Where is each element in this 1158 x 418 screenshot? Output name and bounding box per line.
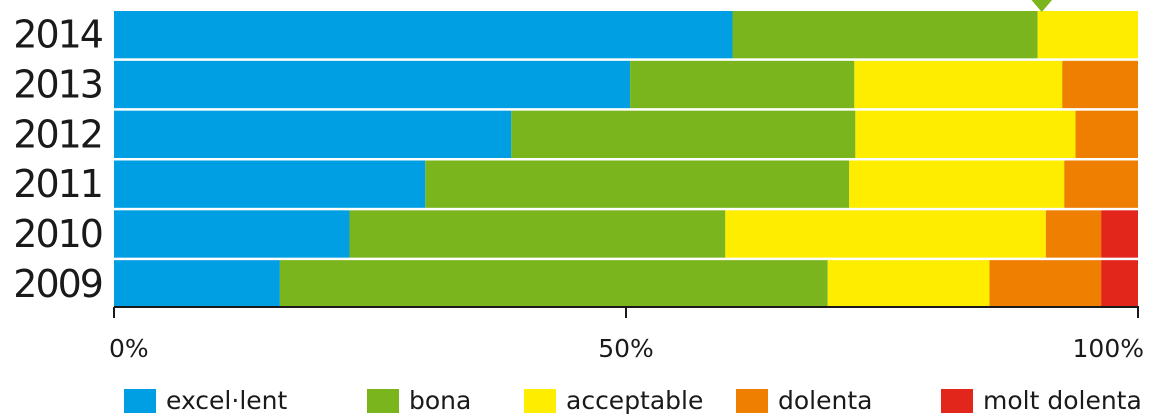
x-tick-label-0: 0% [109, 334, 149, 363]
category-label-2013: 2013 [13, 63, 102, 107]
category-label-2012: 2012 [13, 112, 102, 156]
legend-swatch [524, 388, 556, 413]
bar-2013-series-1 [630, 60, 855, 109]
bar-2010-series-0 [114, 210, 350, 258]
legend-label: molt dolenta [983, 386, 1142, 415]
category-label-2014: 2014 [13, 13, 103, 57]
legend-label: dolenta [778, 386, 873, 415]
marker-triangle [1031, 0, 1053, 12]
bar-2009-series-4 [1101, 260, 1138, 308]
category-label-2011: 2011 [13, 162, 102, 206]
legend-swatch [124, 388, 156, 413]
legend-swatch [941, 388, 973, 413]
legend-label: bona [409, 386, 472, 415]
bar-2010-series-1 [349, 210, 726, 258]
bar-2010-series-2 [725, 210, 1046, 258]
legend-label: acceptable [566, 386, 704, 415]
bar-2014-series-0 [114, 11, 733, 59]
category-label-2009: 2009 [13, 262, 102, 306]
bar-2014-series-2 [1037, 11, 1138, 59]
bar-2010-series-4 [1101, 210, 1138, 258]
chart-legend: excel·lent bona acceptable dolenta molt dole… [0, 383, 1158, 418]
bar-2011-series-0 [114, 160, 426, 208]
legend-item-1: bona [367, 383, 471, 418]
bar-2013-series-2 [854, 60, 1063, 109]
bar-2013-series-3 [1062, 60, 1138, 109]
bar-2009-series-3 [989, 260, 1102, 308]
category-label-2010: 2010 [13, 212, 102, 256]
legend-item-2: acceptable [524, 383, 703, 418]
bar-2011-series-2 [849, 160, 1065, 208]
bar-2011-series-3 [1064, 160, 1138, 208]
bar-2009-series-0 [114, 260, 280, 308]
legend-item-0: excel·lent [124, 383, 287, 418]
bar-2012-series-1 [511, 110, 856, 158]
bar-2013-series-0 [114, 60, 631, 109]
x-tick-label-2: 100% [1073, 334, 1144, 363]
legend-item-3: dolenta [736, 383, 872, 418]
legend-swatch [736, 388, 768, 413]
bar-2011-series-1 [425, 160, 850, 208]
bar-2010-series-3 [1045, 210, 1102, 258]
bar-2012-series-3 [1075, 110, 1138, 158]
x-tick-label-1: 50% [598, 334, 654, 363]
bar-2012-series-0 [114, 110, 512, 158]
bar-2009-series-2 [827, 260, 990, 308]
bar-2014-series-1 [732, 11, 1038, 59]
bar-2009-series-1 [279, 260, 828, 308]
legend-item-4: molt dolenta [941, 383, 1142, 418]
bar-2012-series-2 [855, 110, 1076, 158]
legend-swatch [367, 388, 399, 413]
legend-label: excel·lent [166, 386, 288, 415]
